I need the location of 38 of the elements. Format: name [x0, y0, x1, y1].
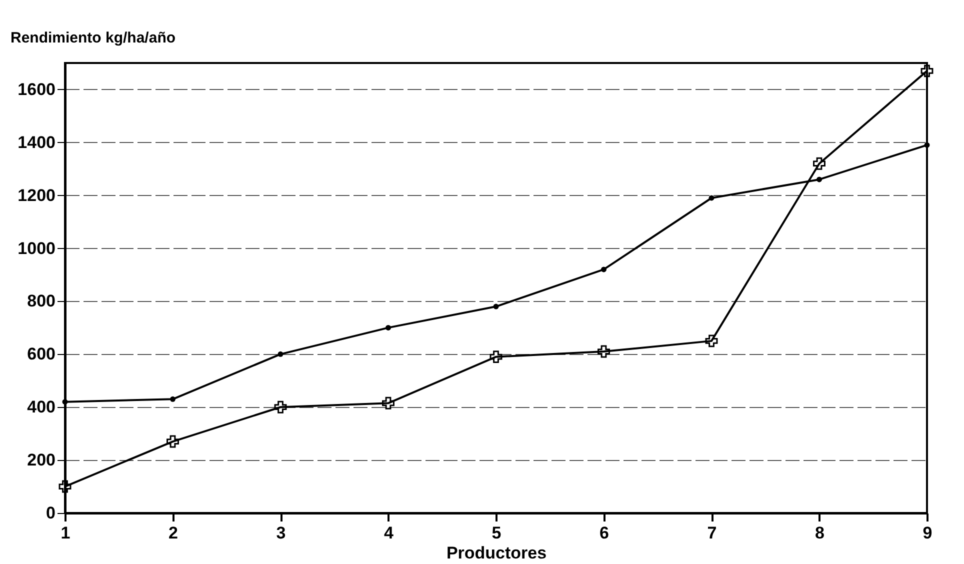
point — [62, 399, 68, 405]
x-tick-label: 5 — [492, 524, 502, 542]
x-tick-label: 8 — [815, 524, 824, 542]
point — [166, 435, 179, 448]
point — [386, 324, 391, 330]
point — [490, 350, 502, 364]
x-tick-label: 7 — [707, 524, 717, 542]
point — [708, 195, 714, 201]
point — [493, 304, 499, 310]
x-tick-label: 3 — [276, 524, 286, 542]
y-tick-label: 400 — [27, 398, 56, 417]
y-tick-label: 800 — [27, 292, 56, 311]
x-tick-label: 4 — [384, 524, 394, 542]
point — [920, 64, 934, 78]
point — [601, 266, 606, 272]
point — [382, 396, 394, 410]
point — [816, 176, 822, 182]
x-tick-label: 1 — [60, 524, 70, 542]
y-tick-label: 1600 — [18, 80, 56, 99]
x-tick-label: 6 — [600, 524, 609, 542]
point — [598, 345, 610, 358]
y-axis-title: Rendimiento kg/ha/año — [10, 30, 176, 46]
y-tick-label: 200 — [27, 450, 56, 470]
point — [170, 396, 176, 402]
point — [278, 351, 284, 357]
point — [924, 142, 930, 148]
point — [274, 400, 287, 414]
x-tick-label: 2 — [168, 524, 178, 542]
y-tick-label: 1200 — [18, 186, 56, 205]
y-tick-label: 0 — [46, 504, 56, 522]
y-tick-label: 1000 — [18, 238, 56, 258]
point — [58, 480, 72, 493]
point — [813, 157, 826, 170]
y-tick-label: 1400 — [18, 132, 56, 152]
x-tick-label: 9 — [922, 524, 932, 542]
point — [705, 334, 718, 348]
y-tick-label: 600 — [27, 344, 56, 364]
x-axis-title: Productores — [446, 544, 547, 562]
